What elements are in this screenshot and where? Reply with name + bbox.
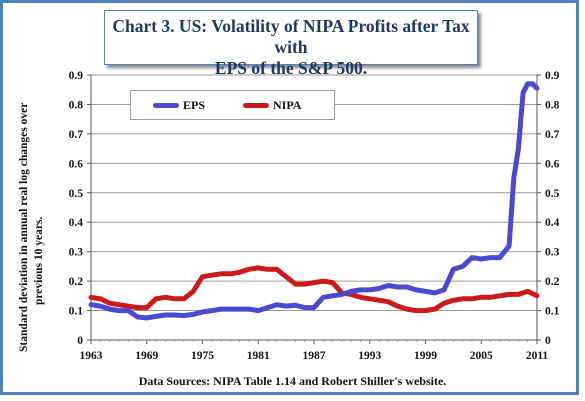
chart-title-box: Chart 3. US: Volatility of NIPA Profits … xyxy=(104,10,478,78)
chart-title-line-2: EPS of the S&P 500. xyxy=(214,58,368,78)
y-tick-label-left: 0.8 xyxy=(69,99,84,111)
y-tick-label-right: 0 xyxy=(545,335,551,347)
chart-frame xyxy=(0,0,579,395)
y-tick-label-right: 0.9 xyxy=(545,70,560,82)
y-tick-label-left: 0.9 xyxy=(69,70,84,82)
data-source-note: Data Sources: NIPA Table 1.14 and Robert… xyxy=(138,374,447,388)
y-tick-label-left: 0.3 xyxy=(69,247,84,259)
y-tick-label-left: 0.7 xyxy=(69,129,84,141)
y-tick-label-right: 0.2 xyxy=(545,276,560,288)
series-line-nipa xyxy=(88,265,540,314)
x-tick-label: 1999 xyxy=(414,350,437,362)
y-tick-label-right: 0.5 xyxy=(545,188,560,200)
y-axis-label-line-1: Standard deviation in annual real log ch… xyxy=(18,103,30,352)
y-axis-label-line-2: previous 10 years. xyxy=(33,217,45,305)
x-tick-label: 1981 xyxy=(247,350,270,362)
y-tick-label-left: 0.2 xyxy=(69,276,84,288)
x-tick-label: 1969 xyxy=(135,350,158,362)
y-tick-label-left: 0.6 xyxy=(69,158,84,170)
y-tick-label-right: 0.7 xyxy=(545,129,560,141)
x-tick-label: 1987 xyxy=(303,350,326,362)
y-tick-label-right: 0.3 xyxy=(545,247,560,259)
legend-label-eps: EPS xyxy=(183,98,206,112)
y-tick-label-right: 0.6 xyxy=(545,158,560,170)
series-line-eps xyxy=(88,81,540,321)
y-tick-label-left: 0.1 xyxy=(69,306,84,318)
y-tick-label-left: 0 xyxy=(77,335,83,347)
x-tick-label: 1975 xyxy=(191,350,214,362)
legend-swatch-eps xyxy=(153,103,179,108)
y-tick-label-right: 0.1 xyxy=(545,306,560,318)
x-tick-label: 1963 xyxy=(80,350,103,362)
chart-title-line-1: Chart 3. US: Volatility of NIPA Profits … xyxy=(112,16,470,57)
x-tick-label: 2011 xyxy=(526,350,549,362)
legend-swatch-nipa xyxy=(243,103,269,108)
y-tick-label-left: 0.5 xyxy=(69,188,84,200)
y-tick-label-right: 0.4 xyxy=(545,217,560,229)
chart-legend: EPS NIPA xyxy=(130,90,335,120)
series-lines xyxy=(88,81,540,321)
tick-labels: 0 0 0.1 0.1 0.2 0.2 0.3 0.3 0.4 0.4 0.5 0.5 0.6 0.6 0.… xyxy=(69,70,560,362)
legend-label-nipa: NIPA xyxy=(273,98,302,112)
y-tick-label-left: 0.4 xyxy=(69,217,84,229)
y-tick-label-right: 0.8 xyxy=(545,99,560,111)
x-tick-label: 1993 xyxy=(358,350,381,362)
x-tick-label: 2005 xyxy=(470,350,493,362)
